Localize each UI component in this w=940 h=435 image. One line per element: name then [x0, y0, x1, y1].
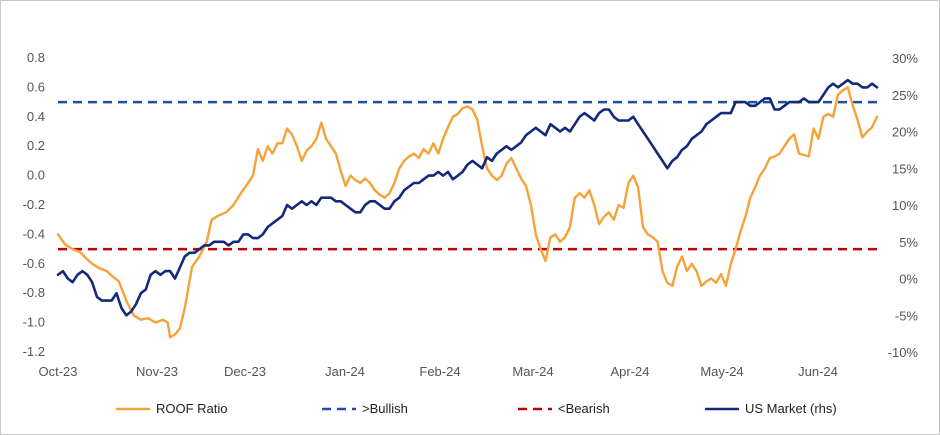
right-axis-tick: 5%	[899, 235, 918, 250]
x-axis-tick: May-24	[700, 364, 743, 379]
left-axis-tick: 0.6	[27, 79, 45, 94]
left-axis-tick: 0.4	[27, 109, 45, 124]
legend-bullish-label: >Bullish	[362, 401, 408, 416]
right-axis-tick: 30%	[892, 51, 918, 66]
bottom-axis: Oct-23 Nov-23 Dec-23 Jan-24 Feb-24 Mar-24 Apr-…	[38, 364, 837, 379]
series-lines	[56, 78, 879, 339]
legend-bullish: >Bullish	[322, 401, 408, 416]
x-axis-tick: Nov-23	[136, 364, 178, 379]
right-axis-tick: 20%	[892, 125, 918, 140]
left-axis-tick: 0.8	[27, 50, 45, 65]
x-axis-tick: Feb-24	[419, 364, 460, 379]
x-axis-tick: Mar-24	[512, 364, 553, 379]
x-axis-tick: Dec-23	[224, 364, 266, 379]
us-market-line	[56, 78, 879, 317]
left-axis-tick: -0.4	[23, 226, 45, 241]
left-axis-tick: -1.2	[23, 344, 45, 359]
threshold-lines	[58, 100, 877, 251]
roof-ratio-line	[56, 86, 879, 339]
left-axis-tick: -0.2	[23, 197, 45, 212]
legend-roof-ratio-label: ROOF Ratio	[156, 401, 228, 416]
legend-bearish-label: <Bearish	[558, 401, 610, 416]
x-axis-tick: Apr-24	[610, 364, 649, 379]
left-axis-tick: -0.6	[23, 256, 45, 271]
right-axis-tick: -10%	[888, 345, 919, 360]
x-axis-tick: Jan-24	[325, 364, 365, 379]
x-axis-tick: Jun-24	[798, 364, 838, 379]
legend-bearish: <Bearish	[518, 401, 610, 416]
left-axis-tick: -1.0	[23, 315, 45, 330]
left-axis-tick: 0.2	[27, 138, 45, 153]
legend-us-market-label: US Market (rhs)	[745, 401, 837, 416]
left-axis-tick: 0.0	[27, 168, 45, 183]
right-axis-tick: 10%	[892, 198, 918, 213]
right-axis-tick: 15%	[892, 161, 918, 176]
legend: ROOF Ratio >Bullish <Bearish US Market (rhs…	[116, 401, 837, 416]
left-axis: 0.8 0.6 0.4 0.2 0.0 -0.2 -0.4 -0.6 -0.8 -1.0 -1.2	[23, 50, 45, 359]
right-axis-tick: -5%	[895, 308, 919, 323]
right-axis-tick: 0%	[899, 272, 918, 287]
legend-us-market: US Market (rhs)	[705, 401, 837, 416]
right-axis-tick: 25%	[892, 88, 918, 103]
left-axis-tick: -0.8	[23, 285, 45, 300]
x-axis-tick: Oct-23	[38, 364, 77, 379]
right-axis: 30% 25% 20% 15% 10% 5% 0% -5% -10%	[888, 51, 919, 360]
legend-roof-ratio: ROOF Ratio	[116, 401, 228, 416]
